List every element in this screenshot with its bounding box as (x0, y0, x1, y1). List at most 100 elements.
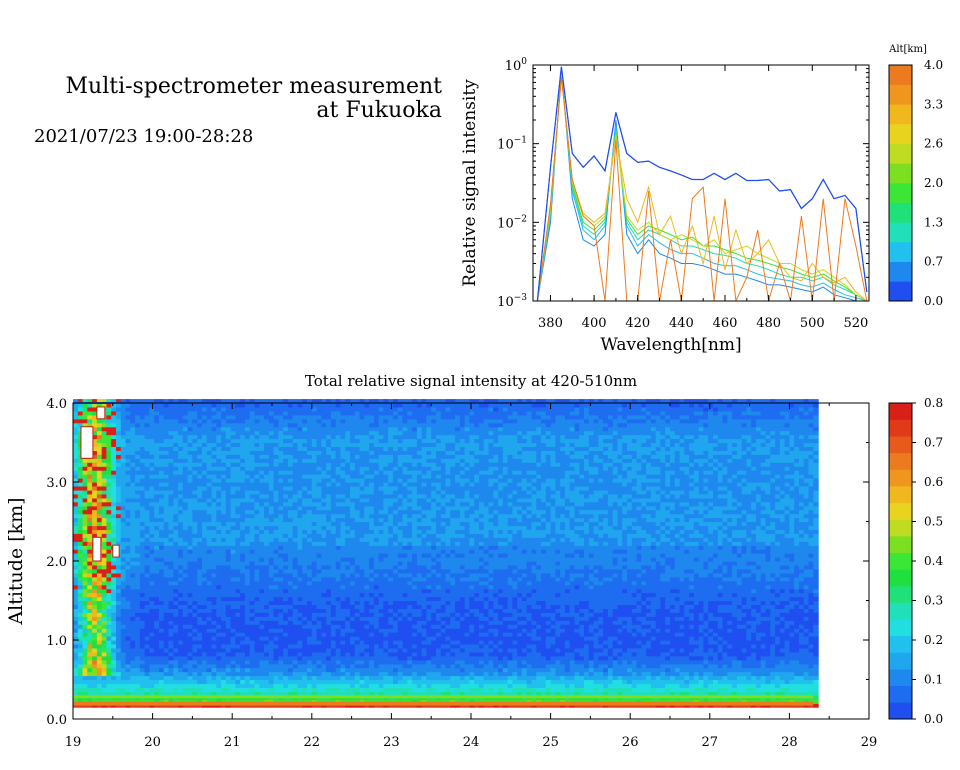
heatmap-cell (125, 604, 131, 609)
heatmap-cell (173, 643, 179, 649)
heatmap-cell (168, 659, 174, 665)
heatmap-cell (211, 446, 217, 451)
heatmap-cell (125, 628, 131, 633)
heatmap-cell (249, 414, 256, 420)
heatmap-cell (82, 541, 88, 546)
heatmap-cell (163, 399, 170, 404)
heatmap-cell (225, 679, 232, 685)
heatmap-cell (287, 529, 294, 534)
heatmap-cell (244, 422, 251, 428)
heatmap-cell (302, 418, 308, 424)
heatmap-cell (240, 632, 246, 637)
heatmap-cell (316, 525, 322, 531)
heatmap-cell (287, 616, 294, 621)
heatmap-cell (101, 418, 108, 424)
heatmap-cell (307, 482, 313, 487)
heatmap-cell (125, 667, 131, 673)
heatmap-cell (159, 407, 165, 412)
heatmap-cell (92, 655, 98, 661)
heatmap-cell (206, 430, 213, 436)
heatmap-cell (311, 592, 318, 598)
heatmap-cell (235, 667, 241, 673)
heatmap-cell (264, 446, 270, 451)
heatmap-cell (163, 612, 170, 617)
heatmap-cell (221, 604, 227, 609)
heatmap-cell (297, 521, 303, 527)
heatmap-cell (206, 604, 213, 609)
heatmap-cell (197, 545, 203, 550)
heatmap-cell (264, 462, 270, 467)
heatmap-cell (96, 659, 103, 665)
heatmap-cell (364, 454, 370, 459)
heatmap-cell (364, 410, 370, 416)
heatmap-cell (202, 442, 208, 447)
heatmap-cell (311, 403, 318, 408)
heatmap-cell (77, 612, 84, 617)
heatmap-cell (187, 628, 193, 633)
heatmap-cell (149, 430, 155, 436)
heatmap-cell (369, 636, 375, 641)
heatmap-cell (321, 458, 327, 463)
heatmap-cell (82, 533, 88, 538)
heatmap-cell (297, 430, 303, 436)
heatmap-cell (345, 584, 351, 590)
heatmap-cell (292, 489, 299, 495)
heatmap-cell (321, 628, 327, 633)
heatmap-cell (225, 422, 232, 428)
heatmap-cell (283, 667, 289, 673)
heatmap-cell (350, 572, 356, 578)
heatmap-cell (311, 663, 318, 669)
heatmap-cell (96, 478, 103, 483)
heatmap-cell (354, 442, 361, 447)
heatmap-cell (359, 450, 365, 455)
heatmap-cell (287, 442, 294, 447)
heatmap-cell (340, 537, 346, 542)
heatmap-cell (135, 399, 141, 404)
heatmap-cell (350, 434, 356, 440)
heatmap-cell (163, 517, 170, 523)
heatmap-cell (278, 675, 284, 681)
heatmap-cell (311, 410, 318, 416)
heatmap-cell (96, 647, 103, 653)
heatmap-cell (111, 671, 117, 677)
heatmap-cell (311, 655, 318, 661)
heatmap-cell (139, 588, 146, 594)
heatmap-cell (111, 600, 117, 605)
heatmap-cell (302, 450, 308, 455)
heatmap-cell (130, 426, 136, 432)
heatmap-cell (345, 458, 351, 463)
heatmap-cell (120, 458, 127, 463)
heatmap-cell (73, 450, 79, 455)
heatmap-cell (340, 580, 346, 586)
heatmap-cell (178, 584, 184, 590)
heatmap-cell (106, 454, 112, 459)
heatmap-cell (254, 545, 260, 550)
heatmap-cell (297, 549, 303, 554)
heatmap-cell (120, 651, 127, 657)
heatmap-cell (221, 466, 227, 471)
heatmap-cell (149, 486, 155, 491)
heatmap-cell (154, 418, 160, 424)
heatmap-cell (330, 596, 337, 602)
heatmap-cell (364, 489, 370, 495)
heatmap-cell (221, 426, 227, 432)
heatmap-cell (96, 509, 103, 515)
heatmap-cell (216, 493, 222, 499)
heatmap-cell (154, 517, 160, 523)
heatmap-cell (144, 612, 150, 617)
heatmap-cell (240, 450, 246, 455)
heatmap-cell (249, 442, 256, 447)
heatmap-cell (144, 655, 150, 661)
heatmap-cell (326, 628, 332, 633)
heatmap-cell (244, 592, 251, 598)
heatmap-cell (163, 493, 170, 499)
heatmap-cell (192, 470, 198, 475)
heatmap-cell (283, 628, 289, 633)
heatmap-cell (82, 612, 88, 617)
heatmap-cell (311, 454, 318, 459)
heatmap-cell (144, 632, 150, 637)
heatmap-cell (82, 683, 88, 688)
heatmap-cell (350, 651, 356, 657)
heatmap-cell (335, 486, 342, 491)
heatmap-cell (302, 434, 308, 440)
